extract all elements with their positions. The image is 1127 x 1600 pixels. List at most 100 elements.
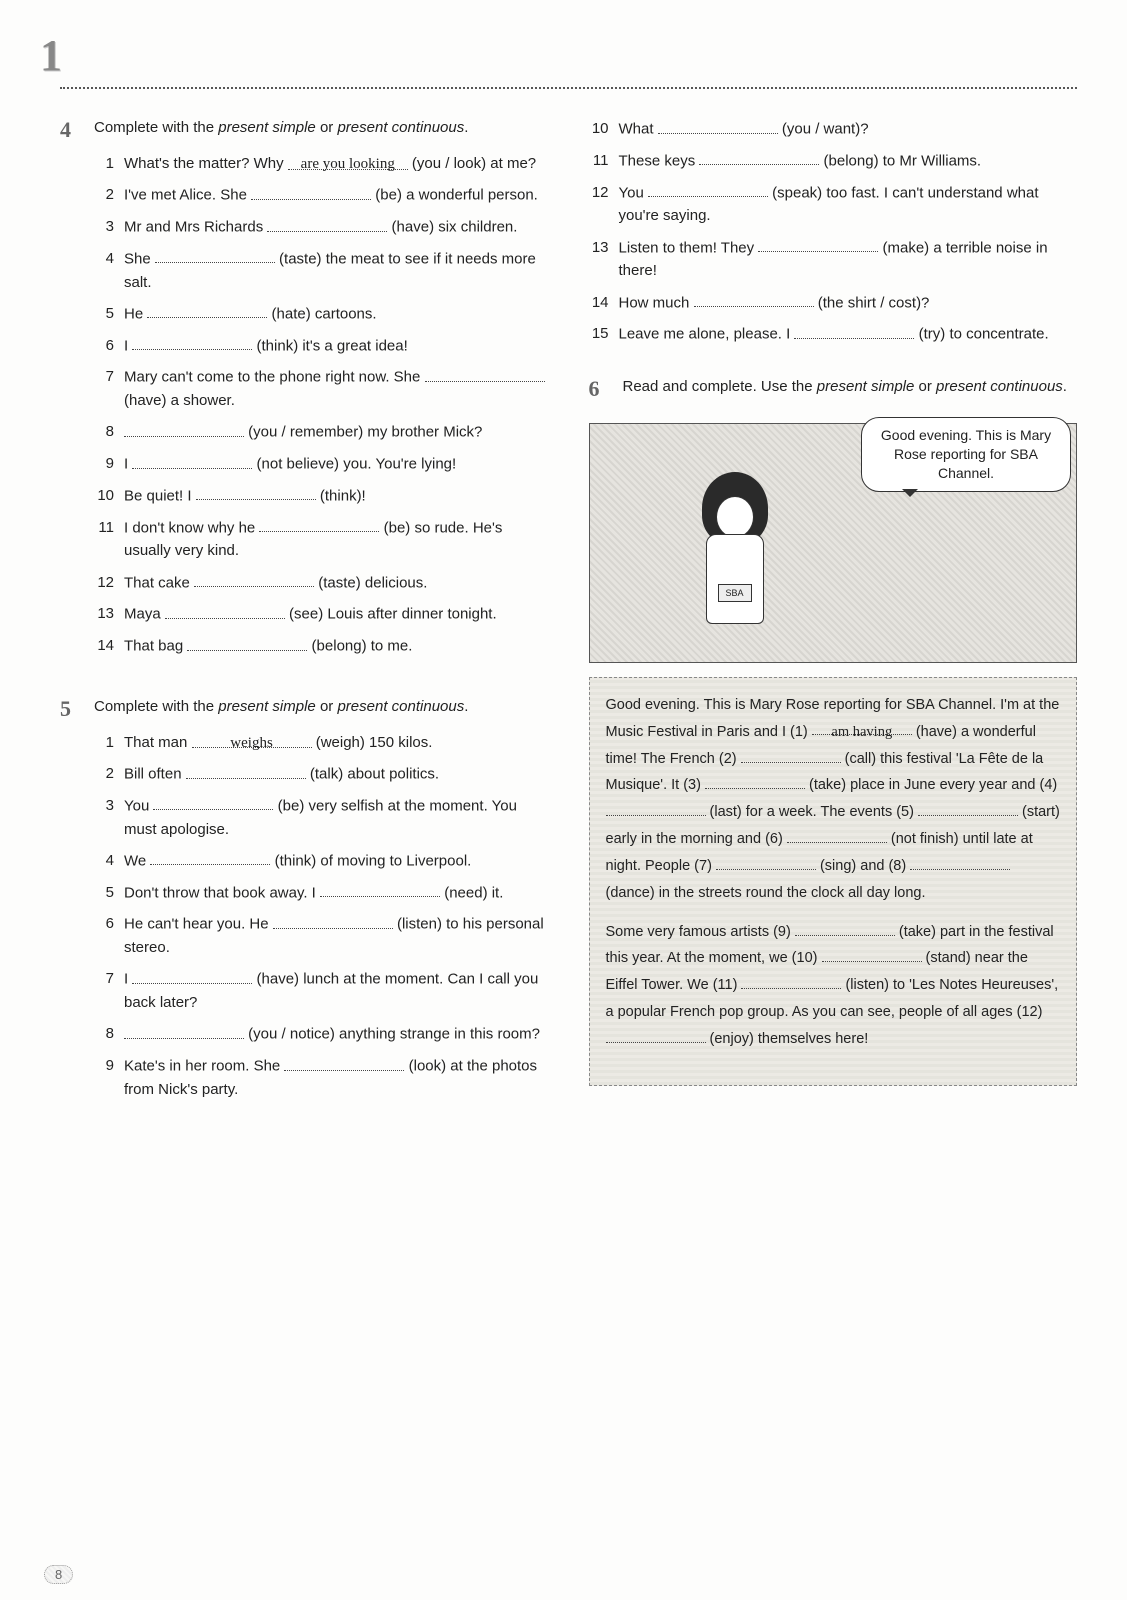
item-text: I don't know why he (be) so rude. He's u… (124, 516, 549, 563)
gap-blank[interactable] (320, 881, 440, 898)
gap-blank[interactable] (124, 1022, 244, 1039)
exercise-item: 13Listen to them! They (make) a terrible… (589, 236, 1078, 283)
exercise-item: 4We (think) of moving to Liverpool. (94, 849, 549, 873)
gap-blank[interactable] (794, 322, 914, 339)
item-text: I (think) it's a great idea! (124, 334, 549, 358)
gap-blank[interactable] (153, 794, 273, 811)
gap-blank[interactable] (150, 849, 270, 866)
gap-blank[interactable] (425, 365, 545, 382)
exercise-item: 9Kate's in her room. She (look) at the p… (94, 1054, 549, 1101)
item-number: 3 (94, 215, 114, 239)
exercise-item: 2Bill often (talk) about politics. (94, 762, 549, 786)
item-text: What's the matter? Why are you looking (… (124, 152, 549, 175)
item-text: Kate's in her room. She (look) at the ph… (124, 1054, 549, 1101)
item-number: 9 (94, 1054, 114, 1101)
item-text: Mary can't come to the phone right now. … (124, 365, 549, 412)
item-text: Listen to them! They (make) a terrible n… (619, 236, 1078, 283)
exercise-item: 15Leave me alone, please. I (try) to con… (589, 322, 1078, 346)
item-number: 8 (94, 1022, 114, 1046)
gap-1-answer[interactable]: am having (812, 719, 912, 735)
item-number: 14 (589, 291, 609, 315)
item-number: 8 (94, 420, 114, 444)
exercise-item-list: 1 What's the matter? Why are you looking … (94, 152, 549, 658)
gap-12[interactable] (606, 1027, 706, 1043)
exercise-item: 1That man weighs (weigh) 150 kilos. (94, 731, 549, 754)
gap-blank[interactable] (132, 334, 252, 351)
gap-blank[interactable] (132, 452, 252, 469)
gap-5[interactable] (918, 800, 1018, 816)
gap-blank[interactable] (132, 967, 252, 984)
gap-blank[interactable] (694, 291, 814, 308)
gap-blank[interactable] (147, 302, 267, 319)
reporter-badge: SBA (718, 584, 752, 602)
item-text: That cake (taste) delicious. (124, 571, 549, 595)
gap-blank[interactable] (194, 571, 314, 588)
gap-9[interactable] (795, 920, 895, 936)
exercise-item: 6He can't hear you. He (listen) to his p… (94, 912, 549, 959)
item-number: 15 (589, 322, 609, 346)
exercise-item: 14 How much (the shirt / cost)? (589, 291, 1078, 315)
gap-blank[interactable] (165, 602, 285, 619)
gap-6[interactable] (787, 827, 887, 843)
gap-blank[interactable] (124, 420, 244, 437)
item-text: She (taste) the meat to see if it needs … (124, 247, 549, 294)
gap-blank[interactable] (284, 1054, 404, 1071)
gap-8[interactable] (910, 854, 1010, 870)
item-number: 1 (94, 731, 114, 754)
item-text: I (have) lunch at the moment. Can I call… (124, 967, 549, 1014)
gap-blank[interactable] (648, 181, 768, 198)
item-text: Bill often (talk) about politics. (124, 762, 549, 786)
item-number: 4 (94, 247, 114, 294)
gap-blank[interactable] (259, 516, 379, 533)
item-text: Don't throw that book away. I (need) it. (124, 881, 549, 905)
item-number: 10 (589, 117, 609, 141)
gap-3[interactable] (705, 774, 805, 790)
gap-blank[interactable] (273, 912, 393, 929)
gap-answer[interactable]: are you looking (288, 153, 408, 170)
gap-blank[interactable] (758, 236, 878, 253)
item-text: That bag (belong) to me. (124, 634, 549, 658)
gap-blank[interactable] (155, 247, 275, 264)
exercise-item: 1 What's the matter? Why are you looking … (94, 152, 549, 175)
page-number: 8 (44, 1565, 73, 1584)
gap-10[interactable] (822, 946, 922, 962)
item-number: 1 (94, 152, 114, 175)
gap-blank[interactable] (699, 149, 819, 166)
gap-7[interactable] (716, 854, 816, 870)
exercise-item: 11I don't know why he (be) so rude. He's… (94, 516, 549, 563)
exercise-item: 11These keys (belong) to Mr Williams. (589, 149, 1078, 173)
item-number: 11 (94, 516, 114, 563)
exercise-item: 5Don't throw that book away. I (need) it… (94, 881, 549, 905)
item-text: You (speak) too fast. I can't understand… (619, 181, 1078, 228)
exercise-number: 4 (60, 117, 80, 666)
exercise-item: 5He (hate) cartoons. (94, 302, 549, 326)
item-text: How much (the shirt / cost)? (619, 291, 1078, 315)
gap-blank[interactable] (187, 634, 307, 651)
exercise-5: 5 Complete with the present simple or pr… (60, 696, 549, 1109)
unit-number: 1 (40, 30, 1077, 81)
gap-4[interactable] (606, 800, 706, 816)
item-number: 12 (589, 181, 609, 228)
item-text: (you / remember) my brother Mick? (124, 420, 549, 444)
exercise-6: 6 Read and complete. Use the present sim… (589, 376, 1078, 411)
item-number: 13 (589, 236, 609, 283)
item-text: You (be) very selfish at the moment. You… (124, 794, 549, 841)
exercise-item: 10Be quiet! I (think)! (94, 484, 549, 508)
exercise-item: 13Maya (see) Louis after dinner tonight. (94, 602, 549, 626)
gap-blank[interactable] (186, 762, 306, 779)
gap-blank[interactable] (251, 183, 371, 200)
gap-answer[interactable]: weighs (192, 732, 312, 749)
exercise-item: 4She (taste) the meat to see if it needs… (94, 247, 549, 294)
exercise-item: 8 (you / notice) anything strange in thi… (94, 1022, 549, 1046)
gap-2[interactable] (741, 747, 841, 763)
exercise-4: 4 Complete with the present simple or pr… (60, 117, 549, 666)
gap-blank[interactable] (196, 484, 316, 501)
gap-blank[interactable] (267, 215, 387, 232)
exercise-item: 8 (you / remember) my brother Mick? (94, 420, 549, 444)
item-number: 12 (94, 571, 114, 595)
exercise-number: 5 (60, 696, 80, 1109)
gap-blank[interactable] (658, 117, 778, 134)
exercise-item-list: 1That man weighs (weigh) 150 kilos. 2Bill… (94, 731, 549, 1101)
speech-bubble: Good evening. This is Mary Rose reportin… (861, 417, 1071, 492)
gap-11[interactable] (741, 973, 841, 989)
